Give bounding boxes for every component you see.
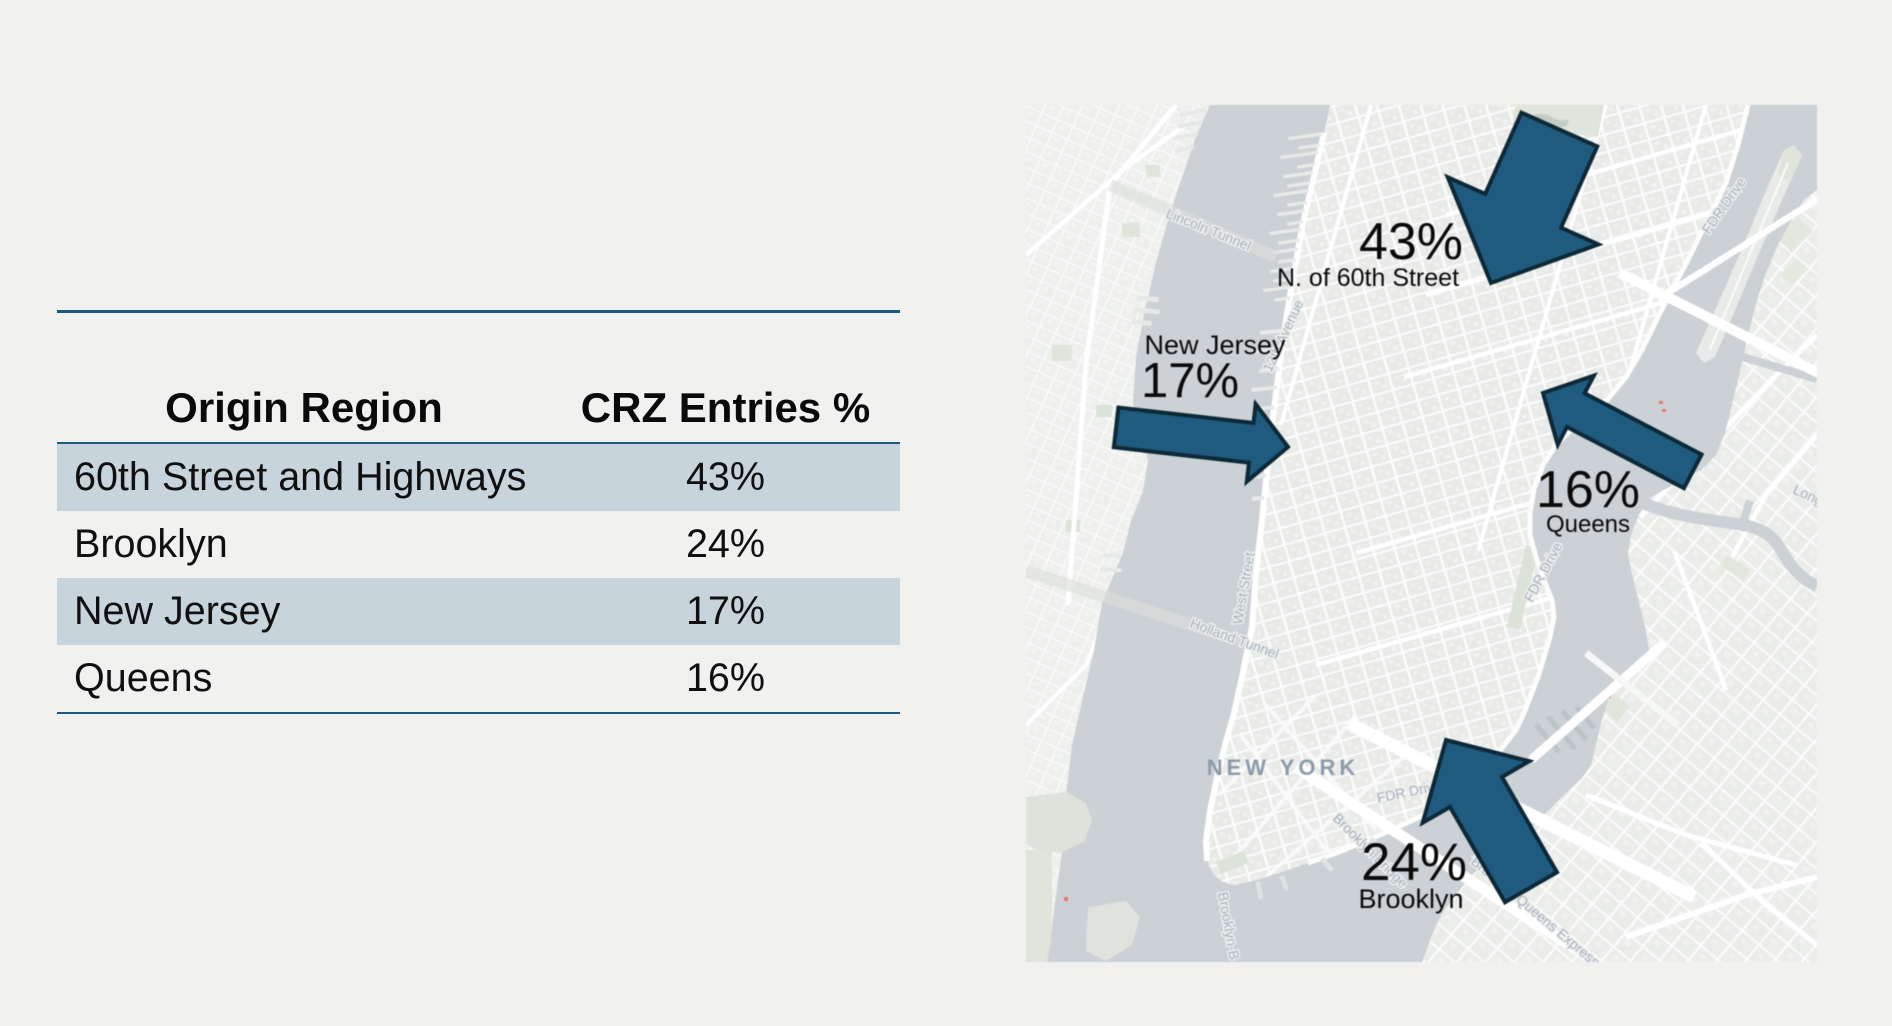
svg-text:Brooklyn: Brooklyn bbox=[1358, 884, 1463, 914]
svg-text:43%: 43% bbox=[1359, 213, 1463, 271]
svg-text:Queens: Queens bbox=[1546, 511, 1630, 538]
svg-text:NEW YORK: NEW YORK bbox=[1207, 755, 1360, 780]
svg-text:N. of 60th Street: N. of 60th Street bbox=[1277, 264, 1459, 292]
svg-text:24%: 24% bbox=[1361, 833, 1467, 892]
svg-text:17%: 17% bbox=[1141, 354, 1239, 408]
svg-text:New Jersey: New Jersey bbox=[1144, 330, 1286, 360]
svg-text:16%: 16% bbox=[1536, 461, 1640, 519]
